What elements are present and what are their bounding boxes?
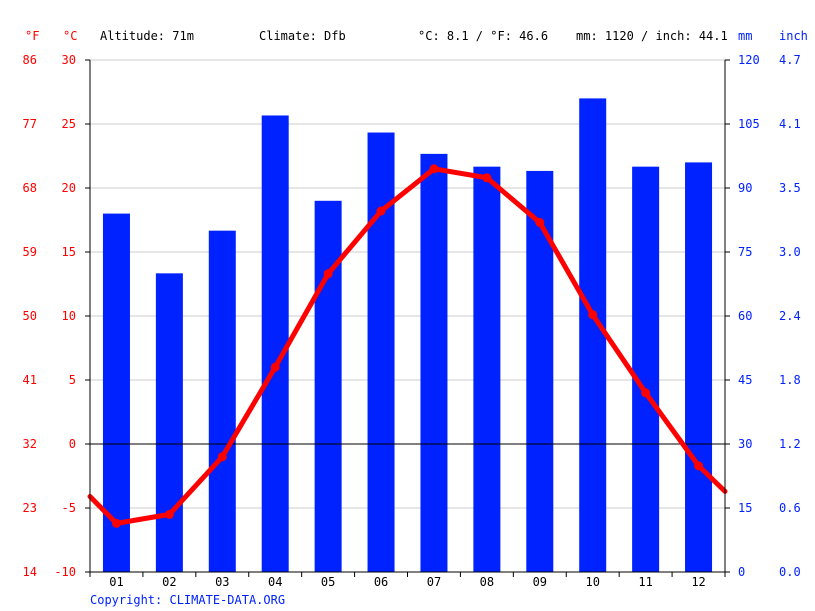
fahrenheit-tick-label: 41 [23,373,37,387]
climate-label: Climate: Dfb [259,29,346,43]
celsius-tick-label: 5 [69,373,76,387]
precipitation-bars [102,98,713,573]
month-label: 01 [109,575,123,589]
inch-tick-label: 1.2 [779,437,801,451]
unit-inch: inch [779,29,808,43]
inch-tick-label: 2.4 [779,309,801,323]
temperature-point [111,518,121,528]
celsius-tick-label: 20 [62,181,76,195]
precipitation-bar [314,200,342,573]
temperature-point [535,218,545,228]
precipitation-total: mm: 1120 / inch: 44.1 [576,29,728,43]
precipitation-bar [102,213,130,572]
precipitation-bar [526,170,554,572]
month-label: 03 [215,575,229,589]
fahrenheit-tick-label: 23 [23,501,37,515]
copyright: Copyright: CLIMATE-DATA.ORG [90,593,285,607]
temperature-point [217,452,227,462]
precipitation-bar [261,115,289,572]
precipitation-bar [155,273,183,572]
precipitation-bar [473,166,501,572]
temperature-point [323,269,333,279]
precipitation-bar [367,132,395,573]
mm-tick-label: 30 [738,437,752,451]
axis-labels: 867768595041322314302520151050-5-1012010… [23,53,801,589]
fahrenheit-tick-label: 50 [23,309,37,323]
month-label: 02 [162,575,176,589]
temperature-point [588,310,598,320]
precipitation-bar [208,230,236,572]
temperature-point [376,206,386,216]
celsius-tick-label: 25 [62,117,76,131]
month-label: 12 [691,575,705,589]
month-label: 11 [638,575,652,589]
header: °F °C Altitude: 71m Climate: Dfb °C: 8.1… [25,29,808,43]
month-label: 08 [480,575,494,589]
fahrenheit-tick-label: 59 [23,245,37,259]
temperature-point [641,388,651,398]
fahrenheit-tick-label: 32 [23,437,37,451]
celsius-tick-label: 30 [62,53,76,67]
celsius-tick-label: 0 [69,437,76,451]
celsius-tick-label: 10 [62,309,76,323]
temperature-polyline [87,166,728,526]
fahrenheit-tick-label: 68 [23,181,37,195]
mm-tick-label: 0 [738,565,745,579]
fahrenheit-tick-label: 77 [23,117,37,131]
inch-tick-label: 3.5 [779,181,801,195]
inch-tick-label: 4.1 [779,117,801,131]
fahrenheit-tick-label: 86 [23,53,37,67]
mm-tick-label: 105 [738,117,760,131]
month-label: 07 [427,575,441,589]
month-label: 10 [585,575,599,589]
celsius-tick-label: -10 [54,565,76,579]
unit-fahrenheit: °F [25,29,39,43]
mm-tick-label: 90 [738,181,752,195]
temperature-line [87,164,728,528]
fahrenheit-tick-label: 14 [23,565,37,579]
inch-tick-label: 0.6 [779,501,801,515]
temperature-point [164,509,174,519]
altitude-label: Altitude: 71m [100,29,194,43]
temperature-point [482,173,492,183]
mm-tick-label: 45 [738,373,752,387]
mm-tick-label: 120 [738,53,760,67]
unit-mm: mm [738,29,752,43]
precipitation-bar [632,166,660,572]
month-label: 09 [533,575,547,589]
temperature-point [270,362,280,372]
mm-tick-label: 75 [738,245,752,259]
celsius-tick-label: -5 [62,501,76,515]
mm-tick-label: 15 [738,501,752,515]
temperature-point [694,461,704,471]
inch-tick-label: 0.0 [779,565,801,579]
month-label: 05 [321,575,335,589]
inch-tick-label: 4.7 [779,53,801,67]
inch-tick-label: 3.0 [779,245,801,259]
celsius-tick-label: 15 [62,245,76,259]
month-label: 04 [268,575,282,589]
temperature-point [429,164,439,174]
mm-tick-label: 60 [738,309,752,323]
unit-celsius: °C [63,29,77,43]
precipitation-bar [685,162,713,572]
inch-tick-label: 1.8 [779,373,801,387]
temperature-average: °C: 8.1 / °F: 46.6 [418,29,548,43]
month-label: 06 [374,575,388,589]
precipitation-bar [579,98,607,573]
precipitation-bar [420,153,448,572]
axes [85,59,730,577]
